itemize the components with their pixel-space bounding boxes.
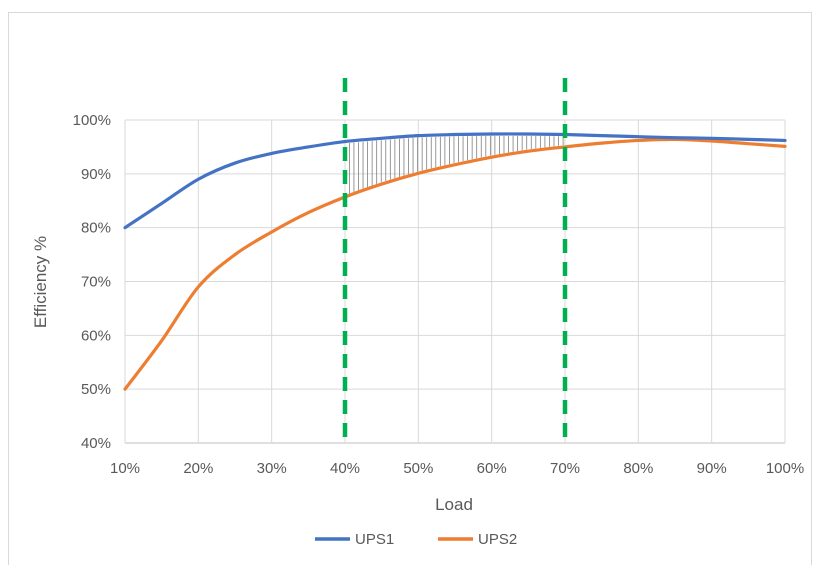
y-tick-label: 100% <box>73 112 111 129</box>
series-layer <box>123 132 787 391</box>
x-tick-label: 90% <box>697 460 727 477</box>
y-tick-label: 80% <box>81 220 111 237</box>
x-tick-label: 20% <box>183 460 213 477</box>
x-tick-label: 10% <box>110 460 140 477</box>
x-tick-label: 80% <box>623 460 653 477</box>
reference-lines <box>342 78 568 443</box>
x-axis-title: Load <box>435 495 473 514</box>
y-tick-label: 70% <box>81 274 111 291</box>
x-tick-label: 60% <box>477 460 507 477</box>
legend: UPS1 UPS2 <box>315 531 517 548</box>
x-tick-label: 30% <box>257 460 287 477</box>
y-axis-title: Efficiency % <box>31 236 50 328</box>
legend-label-ups1: UPS1 <box>355 531 394 548</box>
x-tick-label: 70% <box>550 460 580 477</box>
y-tick-label: 60% <box>81 327 111 344</box>
shaded-region <box>348 135 564 194</box>
x-tick-label: 40% <box>330 460 360 477</box>
legend-label-ups2: UPS2 <box>478 531 517 548</box>
chart-frame <box>8 12 812 565</box>
y-tick-label: 40% <box>81 435 111 452</box>
x-tick-label: 100% <box>766 460 804 477</box>
tick-labels: 40% 50% 60% 70% 80% 90% 100% 10% 20% 30% 40% 50% 60%… <box>73 112 805 477</box>
y-tick-label: 50% <box>81 381 111 398</box>
series-line-ups1 <box>123 132 787 230</box>
series-line-ups2 <box>123 137 787 391</box>
x-tick-label: 50% <box>403 460 433 477</box>
y-tick-label: 90% <box>81 166 111 183</box>
